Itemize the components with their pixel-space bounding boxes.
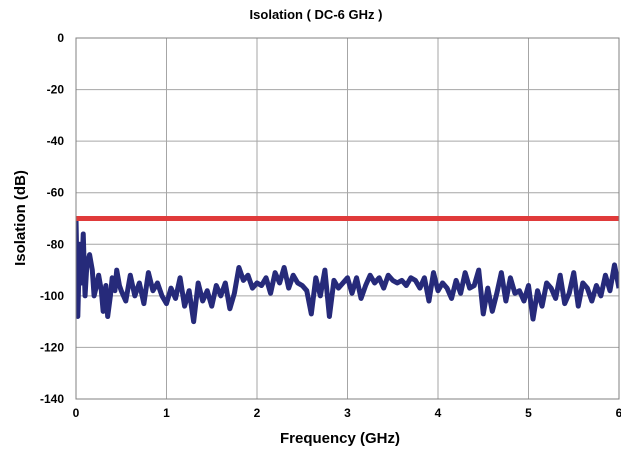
y-axis-label: Isolation (dB) (12, 170, 29, 266)
y-tick-label: -100 (40, 289, 64, 303)
y-tick-label: -60 (47, 186, 65, 200)
x-tick-label: 2 (254, 406, 261, 420)
x-tick-label: 6 (616, 406, 621, 420)
x-axis-label: Frequency (GHz) (280, 430, 400, 447)
series-layer (76, 216, 619, 325)
x-tick-label: 1 (163, 406, 170, 420)
chart-title: Isolation ( DC-6 GHz ) (250, 7, 383, 22)
x-tick-label: 4 (435, 406, 442, 420)
y-tick-label: -20 (47, 83, 65, 97)
isolation-series-line (76, 218, 619, 325)
x-tick-label: 3 (344, 406, 351, 420)
y-axis-ticks: 0 -20 -40 -60 -80 -100 -120 -140 (40, 31, 64, 406)
y-tick-label: -120 (40, 340, 64, 354)
y-tick-label: -80 (47, 237, 65, 251)
x-tick-label: 0 (73, 406, 80, 420)
x-axis-ticks: 0 1 2 3 4 5 6 (73, 406, 621, 420)
y-tick-label: 0 (57, 31, 64, 45)
y-tick-label: -40 (47, 134, 65, 148)
y-tick-label: -140 (40, 392, 64, 406)
x-tick-label: 5 (525, 406, 532, 420)
plot-frame (75, 37, 620, 400)
